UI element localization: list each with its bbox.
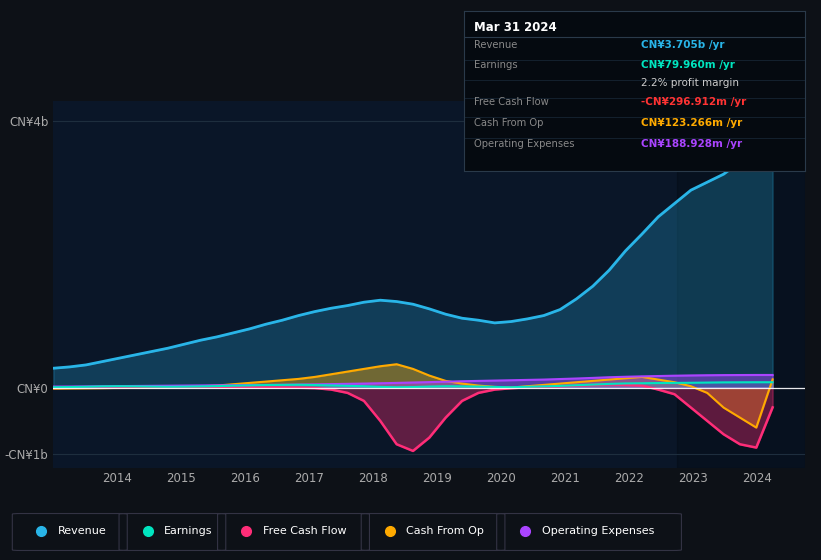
Text: Cash From Op: Cash From Op [474, 118, 544, 128]
Text: 2.2% profit margin: 2.2% profit margin [641, 78, 739, 88]
Text: Earnings: Earnings [164, 526, 213, 536]
Text: Operating Expenses: Operating Expenses [542, 526, 654, 536]
Text: Revenue: Revenue [474, 40, 517, 50]
Text: Mar 31 2024: Mar 31 2024 [474, 21, 557, 34]
Text: CN¥188.928m /yr: CN¥188.928m /yr [641, 139, 742, 148]
Text: CN¥123.266m /yr: CN¥123.266m /yr [641, 118, 742, 128]
Bar [677, 101, 805, 468]
Text: Free Cash Flow: Free Cash Flow [263, 526, 346, 536]
Text: Earnings: Earnings [474, 60, 518, 71]
Text: Revenue: Revenue [57, 526, 106, 536]
Text: Cash From Op: Cash From Op [406, 526, 484, 536]
Text: -CN¥296.912m /yr: -CN¥296.912m /yr [641, 97, 746, 107]
Text: Operating Expenses: Operating Expenses [474, 139, 575, 148]
Text: Free Cash Flow: Free Cash Flow [474, 97, 548, 107]
Text: CN¥3.705b /yr: CN¥3.705b /yr [641, 40, 725, 50]
Text: CN¥79.960m /yr: CN¥79.960m /yr [641, 60, 735, 71]
